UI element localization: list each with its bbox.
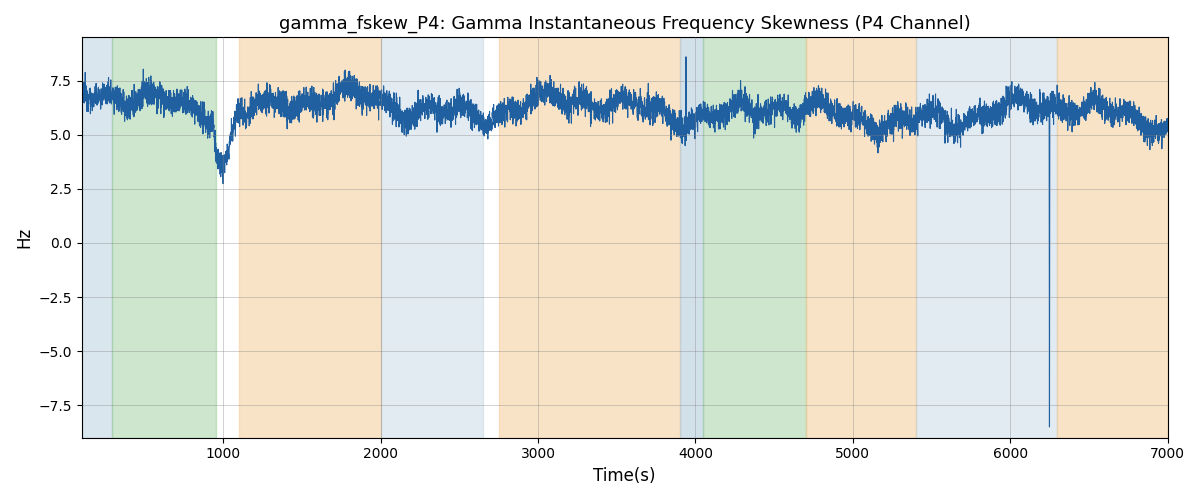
X-axis label: Time(s): Time(s) [593, 467, 656, 485]
Bar [239, 38, 380, 438]
Bar [82, 38, 112, 438]
Bar [112, 38, 216, 438]
Bar [679, 38, 703, 438]
Y-axis label: Hz: Hz [14, 227, 34, 248]
Bar [805, 38, 916, 438]
Title: gamma_fskew_P4: Gamma Instantaneous Frequency Skewness (P4 Channel): gamma_fskew_P4: Gamma Instantaneous Freq… [278, 15, 971, 34]
Bar [380, 38, 484, 438]
Bar [703, 38, 805, 438]
Bar [499, 38, 679, 438]
Bar [916, 38, 1057, 438]
Bar [1057, 38, 1168, 438]
